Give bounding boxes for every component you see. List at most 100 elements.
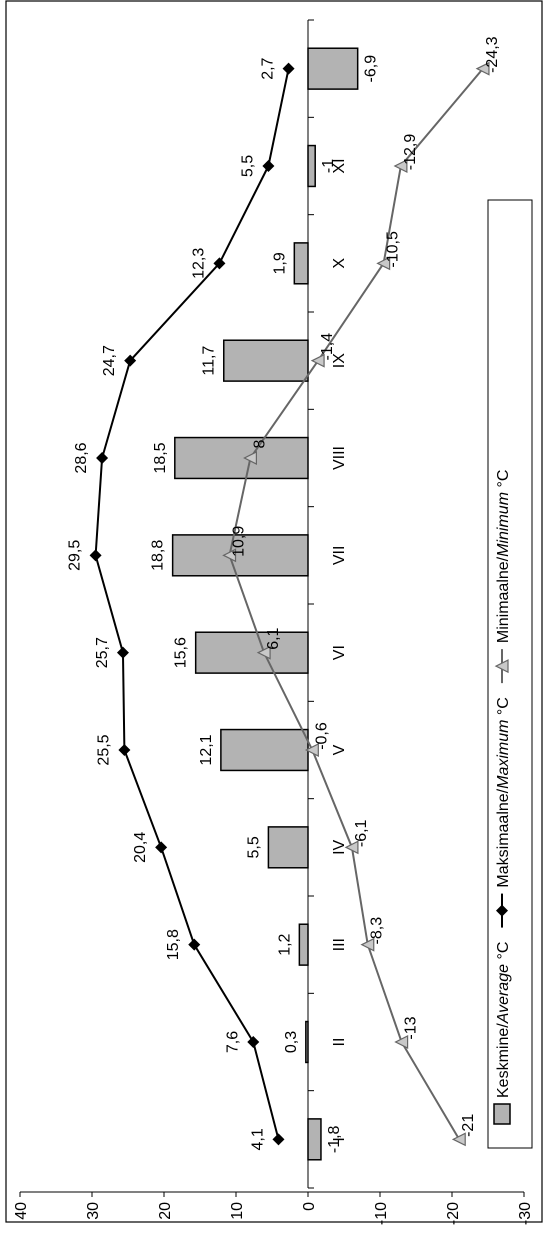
legend-swatch-average bbox=[493, 1103, 511, 1125]
minimum-marker bbox=[451, 1132, 466, 1147]
category-label: VIII bbox=[331, 446, 348, 470]
category-label: IX bbox=[331, 353, 348, 368]
minimum-data-label: -10,5 bbox=[385, 231, 402, 268]
minimum-data-label: -1,4 bbox=[319, 333, 336, 361]
maximum-marker bbox=[116, 646, 129, 659]
maximum-data-label: 5,5 bbox=[239, 155, 256, 177]
average-data-label: -6,9 bbox=[363, 55, 380, 83]
maximum-data-label: 20,4 bbox=[132, 832, 149, 863]
maximum-marker bbox=[124, 354, 137, 367]
value-tick-label: 30 bbox=[85, 1202, 102, 1220]
legend: Keskmine/Average °C Maksimaalne/Maximum °… bbox=[487, 199, 533, 1149]
maximum-marker bbox=[213, 257, 226, 270]
average-bar bbox=[305, 1020, 309, 1064]
legend-label-part: °C bbox=[495, 942, 512, 964]
average-bar bbox=[223, 339, 309, 382]
legend-label-part: Keskmine/ bbox=[495, 1023, 512, 1098]
average-data-label: 11,7 bbox=[201, 346, 218, 376]
minimum-data-label: -6,1 bbox=[353, 819, 370, 847]
average-data-label: 1,2 bbox=[276, 933, 293, 955]
average-data-label: -1 bbox=[320, 159, 337, 173]
maximum-marker bbox=[247, 1036, 260, 1048]
series-lines bbox=[89, 61, 490, 1147]
minimum-data-label: 10,9 bbox=[231, 526, 248, 557]
average-bar bbox=[307, 144, 316, 188]
average-bar bbox=[220, 728, 309, 772]
minimum-line bbox=[228, 68, 484, 1140]
average-data-label: 5,5 bbox=[245, 836, 262, 858]
maximum-data-label: 28,6 bbox=[73, 442, 90, 473]
maximum-data-label: 25,7 bbox=[94, 637, 111, 668]
value-axis: 40 30 20 10 0 -10 -20 -30 bbox=[13, 1191, 534, 1225]
minimum-data-label: -8,3 bbox=[369, 917, 386, 945]
maximum-data-label: 4,1 bbox=[249, 1128, 266, 1150]
average-data-label: -1,8 bbox=[326, 1125, 343, 1153]
value-tick-label: -20 bbox=[445, 1202, 462, 1225]
category-label: IV bbox=[331, 839, 348, 854]
legend-label: Keskmine/Average °C bbox=[495, 942, 512, 1098]
average-bar bbox=[298, 923, 309, 966]
legend-label-part: Maximum bbox=[495, 720, 512, 789]
average-data-label: 18,8 bbox=[150, 540, 167, 571]
minimum-data-label: -13 bbox=[403, 1016, 420, 1039]
maximum-marker bbox=[282, 62, 295, 75]
maximum-data-label: 2,7 bbox=[260, 57, 277, 79]
minimum-marker bbox=[222, 548, 237, 563]
value-tick-label: 20 bbox=[157, 1202, 174, 1220]
maximum-marker bbox=[89, 549, 102, 562]
minimum-marker bbox=[256, 645, 271, 660]
maximum-marker bbox=[262, 160, 275, 172]
average-data-label: 12,1 bbox=[198, 734, 215, 765]
minimum-marker bbox=[475, 61, 490, 76]
legend-label-part: Maksimaalne/ bbox=[495, 788, 512, 887]
average-bar bbox=[267, 826, 309, 869]
legend-label-part: Minimaalne/ bbox=[495, 556, 512, 643]
average-data-label: 0,3 bbox=[283, 1031, 300, 1053]
minimum-data-label: 6,1 bbox=[265, 627, 282, 649]
maximum-marker bbox=[188, 938, 201, 951]
category-label: XI bbox=[331, 158, 348, 173]
minimum-marker bbox=[394, 1035, 409, 1049]
category-label: VII bbox=[331, 546, 348, 566]
legend-label-part: °C bbox=[495, 697, 512, 719]
maximum-line bbox=[94, 68, 290, 1140]
minimum-marker bbox=[310, 353, 325, 368]
average-bar bbox=[307, 47, 359, 90]
maximum-data-label: 24,7 bbox=[101, 345, 118, 376]
maximum-marker bbox=[272, 1133, 285, 1146]
average-bar bbox=[174, 436, 309, 480]
maximum-marker bbox=[118, 744, 131, 756]
maximum-data-label: 29,5 bbox=[67, 540, 84, 571]
value-tick-label: -30 bbox=[517, 1202, 534, 1225]
legend-label-part: °C bbox=[495, 470, 512, 492]
minimum-marker bbox=[304, 743, 319, 757]
category-axis: IIIIIIIVVVIVIIVIIIIXXXIXII bbox=[307, 19, 348, 1189]
legend-diamond-icon bbox=[496, 904, 508, 917]
legend-label-part: Average bbox=[495, 964, 512, 1024]
average-data-label: 18,5 bbox=[152, 442, 169, 473]
maximum-data-label: 12,3 bbox=[190, 248, 207, 279]
plot-area-frame bbox=[5, 0, 543, 1223]
minimum-marker bbox=[376, 256, 391, 271]
legend-label: Minimaalne/Minimum °C bbox=[495, 470, 512, 644]
average-bar bbox=[194, 631, 309, 674]
maximum-data-label: 25,5 bbox=[95, 734, 112, 765]
minimum-data-label: -0,6 bbox=[313, 722, 330, 750]
legend-entries: Keskmine/Average °C Maksimaalne/Maximum °… bbox=[493, 470, 512, 1125]
legend-label-part: Minimum bbox=[495, 492, 512, 557]
category-label: VI bbox=[331, 645, 348, 660]
legend-box bbox=[487, 199, 533, 1149]
maximum-marker bbox=[155, 841, 168, 854]
value-tick-label: 40 bbox=[13, 1202, 30, 1220]
category-label: V bbox=[331, 744, 348, 755]
legend-triangle-icon bbox=[494, 659, 509, 674]
minimum-marker bbox=[393, 159, 408, 173]
average-bar bbox=[171, 534, 309, 577]
value-tick-label: 10 bbox=[229, 1202, 246, 1220]
value-tick-label: -10 bbox=[373, 1202, 390, 1225]
maximum-marker bbox=[96, 452, 109, 464]
data-labels: -1,8 0,3 1,2 5,5 12,1 15,6 18,8 18,5 11,7 1,9 -1 -6… bbox=[67, 36, 501, 1153]
minimum-marker bbox=[243, 451, 257, 465]
